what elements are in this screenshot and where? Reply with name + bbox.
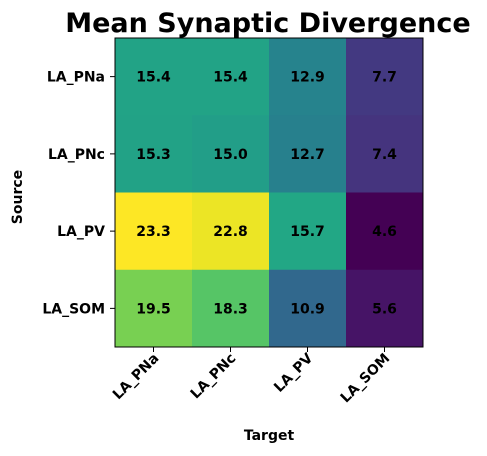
cell-value-label: 15.7: [290, 224, 325, 240]
x-axis-ticks: LA_PNa LA_PNc LA_PV LA_SOM: [110, 347, 393, 406]
x-tick-label: LA_SOM: [338, 351, 394, 407]
heatmap-cell: [269, 269, 347, 348]
cell-value-label: 7.7: [372, 70, 397, 86]
heatmap-cell: [115, 38, 193, 116]
x-axis-label: Target: [244, 428, 295, 444]
x-tick-label: LA_PNa: [110, 351, 162, 403]
cell-value-label: 7.4: [372, 147, 397, 163]
y-axis-ticks: LA_PNa LA_PNc LA_PV LA_SOM: [42, 70, 115, 317]
cell-value-label: 23.3: [136, 224, 171, 240]
cell-value-label: 19.5: [136, 301, 171, 317]
cell-value-label: 4.6: [372, 224, 397, 240]
cell-value-label: 5.6: [372, 301, 397, 317]
heatmap-cells: [115, 38, 424, 348]
y-axis-label: Source: [10, 170, 26, 224]
chart-title: Mean Synaptic Divergence: [65, 8, 470, 39]
cell-value-label: 15.4: [213, 70, 248, 86]
heatmap-cell: [269, 115, 347, 193]
heatmap-cell: [115, 269, 193, 348]
cell-value-label: 12.9: [290, 70, 325, 86]
x-tick-label: LA_PNc: [188, 351, 240, 403]
cell-value-label: 15.4: [136, 70, 171, 86]
cell-value-label: 15.3: [136, 147, 171, 163]
heatmap-cell: [115, 115, 193, 193]
heatmap-cell: [346, 115, 424, 193]
cell-value-label: 10.9: [290, 301, 325, 317]
cell-value-label: 15.0: [213, 147, 248, 163]
y-tick-label: LA_PNa: [47, 70, 105, 86]
heatmap-cell: [192, 192, 270, 271]
heatmap-cell: [115, 192, 193, 271]
heatmap-cell: [346, 192, 424, 271]
y-tick-label: LA_SOM: [42, 301, 105, 317]
x-tick-label: LA_PV: [271, 350, 316, 395]
y-tick-label: LA_PNc: [48, 147, 105, 163]
heatmap-cell: [346, 269, 424, 348]
heatmap-cell: [192, 269, 270, 348]
heatmap-cell: [192, 115, 270, 193]
heatmap-cell: [269, 192, 347, 271]
heatmap-cell: [346, 38, 424, 116]
heatmap-cell: [192, 38, 270, 116]
y-tick-label: LA_PV: [57, 224, 105, 240]
heatmap-cell-labels: 15.4 15.4 12.9 7.7 15.3 15.0 12.7 7.4 23.3 22.8 15…: [136, 70, 397, 318]
heatmap-cell: [269, 38, 347, 116]
cell-value-label: 18.3: [213, 301, 248, 317]
cell-value-label: 22.8: [213, 224, 248, 240]
cell-value-label: 12.7: [290, 147, 325, 163]
plot-frame: [114, 37, 424, 348]
